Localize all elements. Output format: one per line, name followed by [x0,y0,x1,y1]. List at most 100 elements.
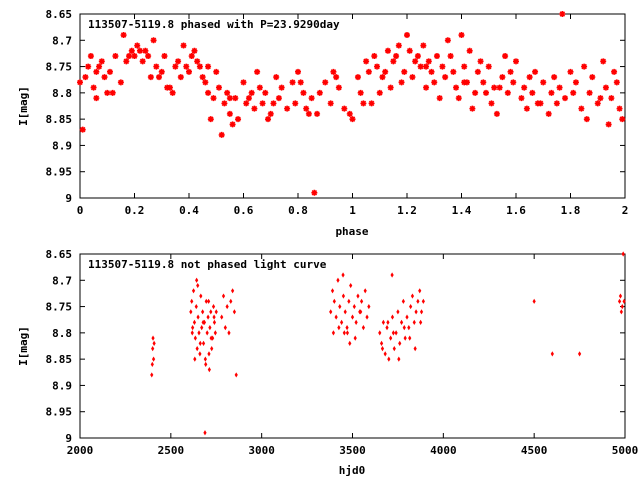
phased-data-point [567,68,574,75]
unphased-x-axis-label: hjd0 [339,464,366,477]
unphased-data-point [550,351,554,357]
unphased-data-point [361,325,365,331]
unphased-data-point [203,430,207,436]
phased-data-point [131,53,138,60]
unphased-data-point [413,346,417,352]
phased-data-point [85,63,92,70]
phased-data-point [199,74,206,81]
unphased-data-point [338,303,342,310]
unphased-data-point [532,298,536,304]
phased-data-point [196,63,203,70]
phased-data-point [87,53,94,60]
unphased-y-tick-label: 8.7 [52,274,72,287]
unphased-data-point [386,319,390,325]
unphased-data-point [193,335,197,341]
unphased-y-axis-label: I[mag] [17,326,30,366]
phased-data-point [126,53,133,60]
phased-data-point [572,79,579,86]
unphased-data-point [398,340,402,346]
phased-y-tick-label: 8.7 [52,34,72,47]
unphased-data-point [620,303,624,310]
unphased-data-point [191,325,195,331]
unphased-data-point [204,361,208,367]
phased-data-point [275,95,282,102]
unphased-data-point [213,330,217,336]
phased-data-point [461,63,468,70]
phased-data-point [581,63,588,70]
phased-data-point [477,58,484,65]
unphased-data-point [189,309,193,315]
phased-x-tick-label: 1.6 [506,204,526,217]
phased-data-point [401,68,408,75]
phased-y-tick-label: 8.8 [52,87,72,100]
phased-data-point [314,110,321,117]
phased-data-point [417,63,424,70]
unphased-data-point [198,340,202,346]
unphased-y-tick-label: 8.8 [52,327,72,340]
unphased-data-point [391,330,395,336]
phased-data-point [393,53,400,60]
phased-data-point [390,58,397,65]
unphased-data-point [151,356,156,362]
phased-data-point [136,47,143,54]
phased-data-point [106,68,113,75]
unphased-data-point [150,372,154,378]
phased-x-tick-label: 0.4 [179,204,199,217]
unphased-data-point [190,298,194,304]
phased-data-point [485,63,492,70]
unphased-data-point [390,272,394,278]
unphased-data-point [350,314,355,320]
unphased-data-point [330,288,335,294]
phased-data-point [368,100,375,107]
unphased-data-point [204,298,208,304]
phased-y-axis-label: I[mag] [17,86,30,126]
phased-data-point [101,74,108,81]
unphased-data-point [151,335,155,341]
unphased-data-point [378,330,382,336]
phased-data-point [526,74,533,81]
phased-data-point [406,47,413,54]
phased-data-point [553,100,560,107]
unphased-data-point [397,356,401,362]
unphased-data-point [416,298,420,304]
phased-data-point [259,100,266,107]
phased-data-point [147,74,154,81]
unphased-data-point [381,319,385,325]
phased-data-point [447,53,454,60]
phased-data-point [613,79,620,86]
phased-data-point [327,100,334,107]
phased-x-tick-label: 1 [349,204,356,217]
phased-data-point [145,53,152,60]
phased-data-point [207,116,214,123]
unphased-data-point [193,356,197,362]
unphased-data-point [390,314,395,320]
unphased-data-point [209,335,213,341]
phased-data-point [169,89,176,96]
phased-data-point [273,74,280,81]
unphased-data-point [347,298,351,304]
phased-data-point [556,84,563,91]
unphased-data-point [367,303,371,310]
unphased-data-point [621,251,625,257]
unphased-x-tick-label: 5000 [612,444,639,457]
phased-data-point [270,100,277,107]
phased-data-point [289,79,296,86]
phased-data-point [469,105,476,112]
phased-data-point [436,95,443,102]
unphased-data-point [334,314,338,320]
unphased-data-point [210,346,214,352]
phased-data-point [491,84,498,91]
unphased-data-point [225,303,229,310]
phased-data-point [423,84,430,91]
unphased-data-point [341,293,346,299]
phased-data-point [303,105,310,112]
unphased-data-point [331,330,336,336]
unphased-data-point [208,325,212,331]
phased-data-point [128,47,135,54]
phased-data-point [357,89,364,96]
unphased-data-point [232,309,237,315]
unphased-data-point [212,314,216,320]
unphased-x-tick-label: 2000 [67,444,94,457]
phased-x-tick-label: 0.6 [234,204,254,217]
phased-data-point [156,74,163,81]
